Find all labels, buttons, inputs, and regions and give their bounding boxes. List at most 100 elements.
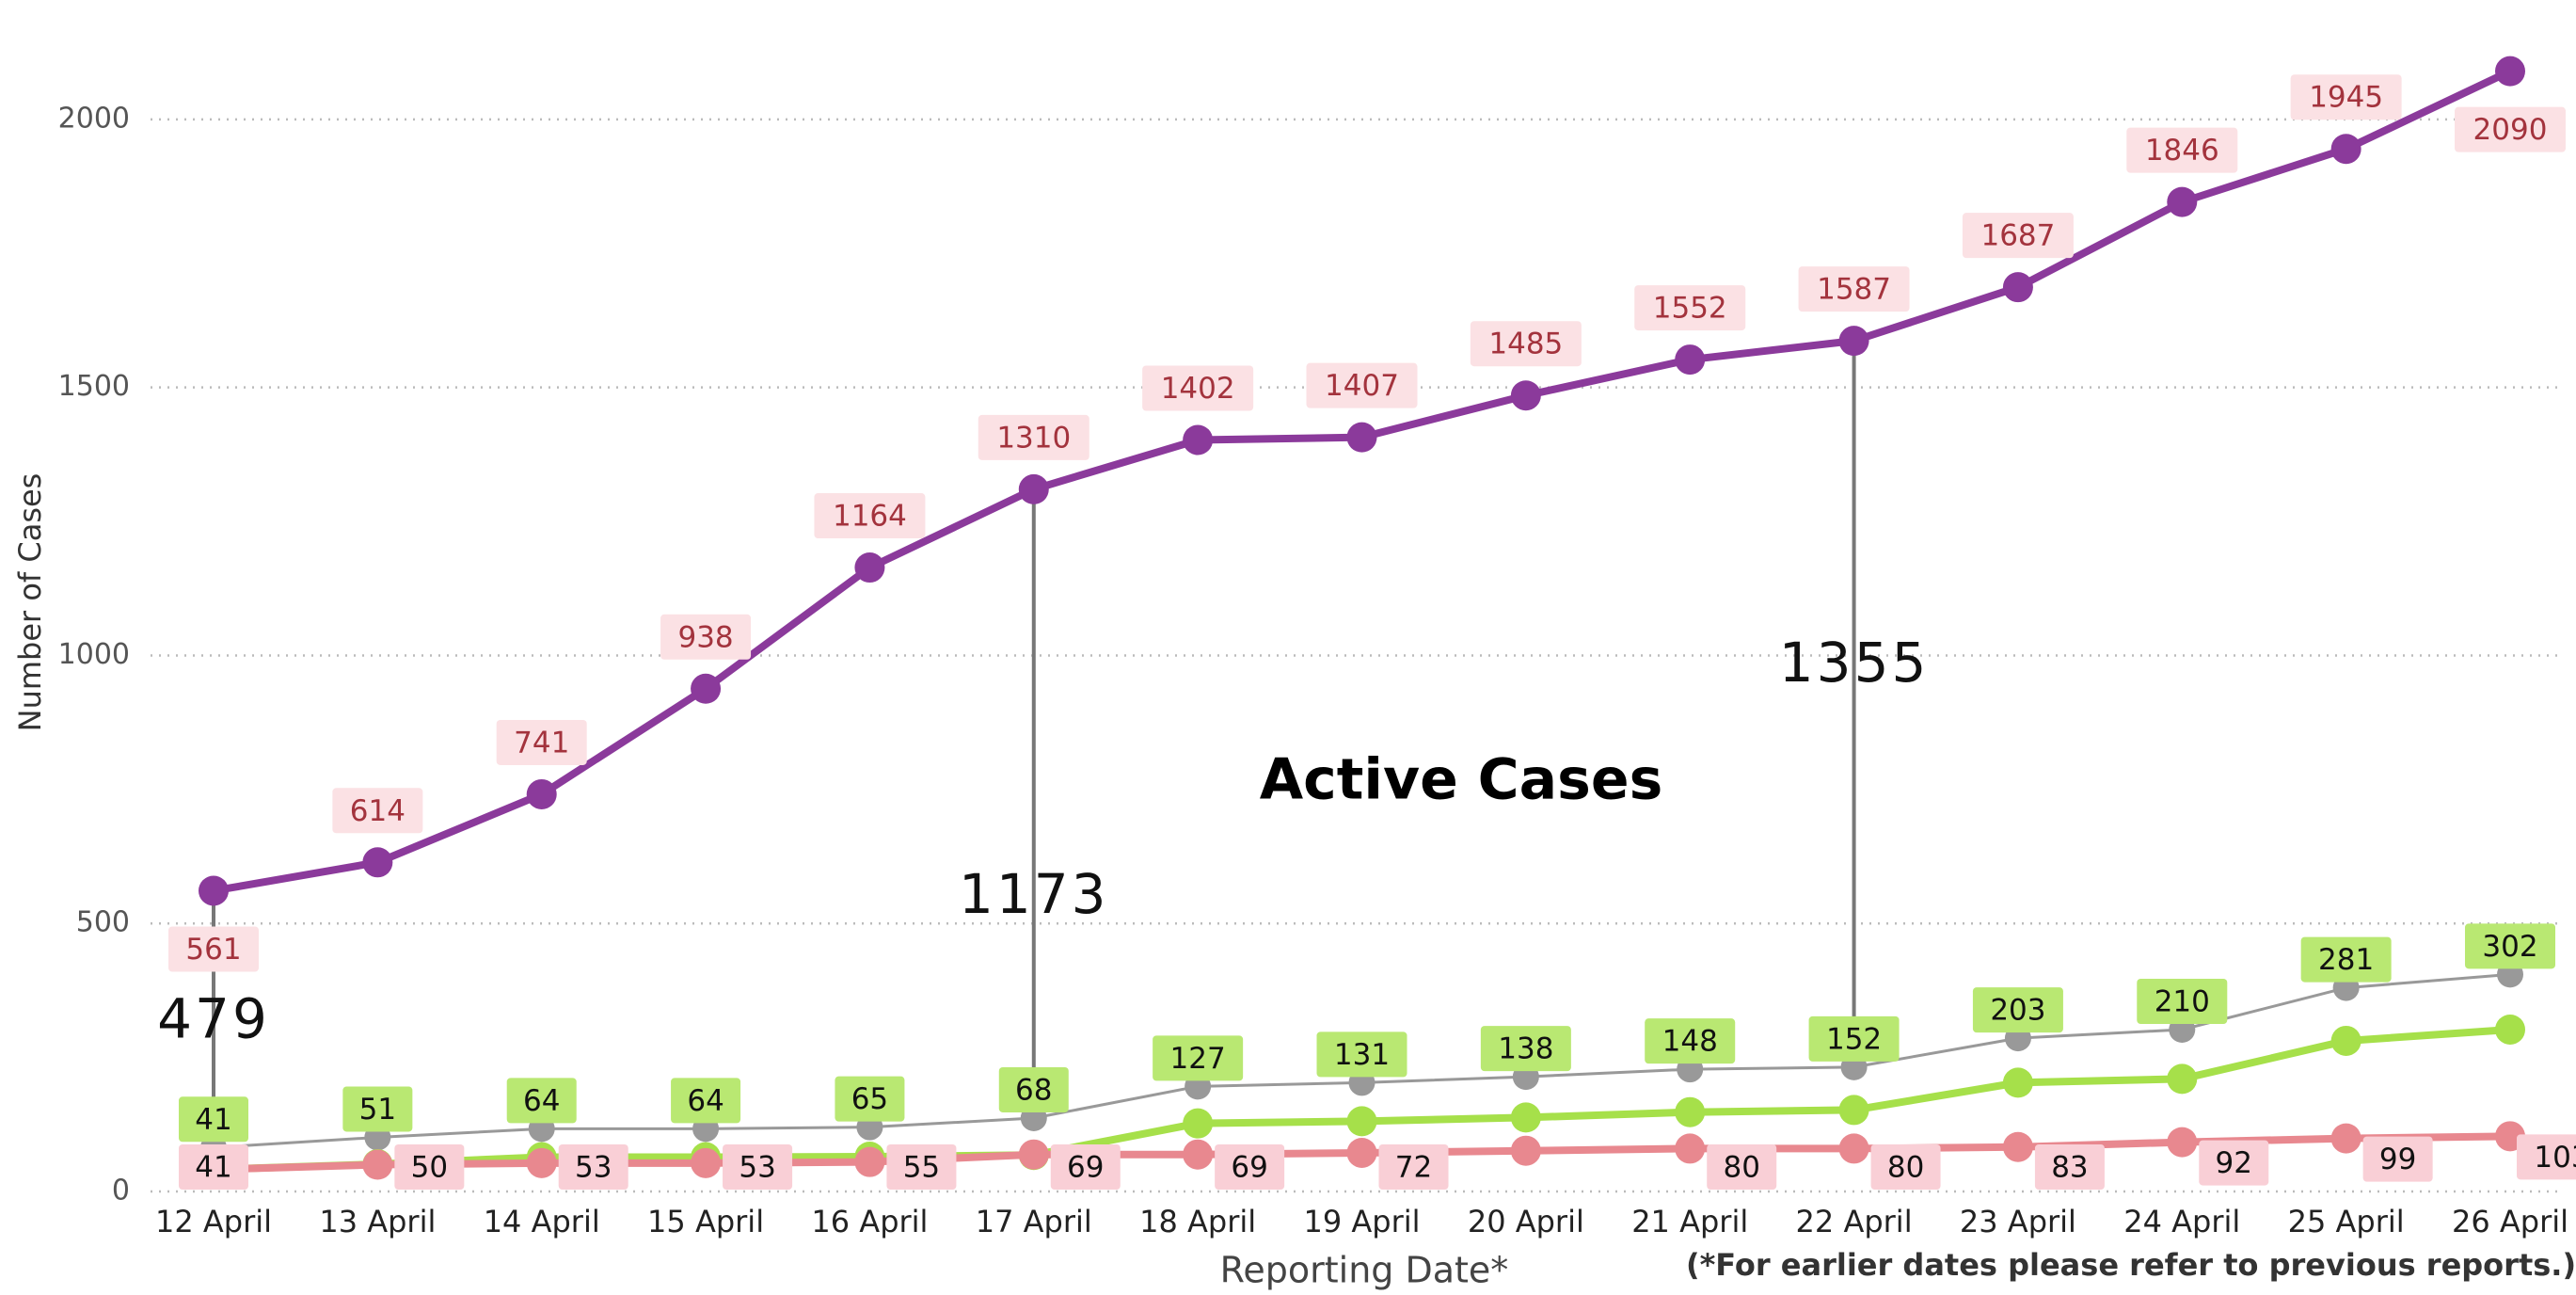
- point: [1838, 1133, 1869, 1164]
- data-label-box: [723, 1144, 793, 1190]
- data-label: 1846: [2145, 134, 2219, 168]
- point: [199, 875, 229, 906]
- x-tick-label: 13 April: [319, 1204, 436, 1239]
- data-label-box: [1480, 1026, 1571, 1072]
- y-tick-label: 500: [76, 906, 130, 939]
- x-tick-label: 26 April: [2452, 1204, 2568, 1239]
- data-label-box: [671, 1078, 741, 1124]
- data-label: 2090: [2473, 113, 2548, 147]
- point: [2330, 1025, 2361, 1056]
- data-label-box: [814, 493, 926, 539]
- data-label-box: [1798, 266, 1910, 312]
- x-tick-label: 24 April: [2123, 1204, 2240, 1239]
- data-label: 938: [677, 620, 733, 654]
- point: [1346, 422, 1377, 453]
- data-label: 152: [1826, 1022, 1882, 1056]
- point: [526, 1147, 557, 1178]
- y-tick-label: 2000: [58, 102, 130, 135]
- point: [1183, 424, 1214, 456]
- y-tick-label: 1000: [58, 638, 130, 671]
- data-label: 53: [739, 1151, 775, 1185]
- data-label-box: [1962, 213, 2074, 259]
- point: [1018, 473, 1049, 504]
- point: [1183, 1108, 1214, 1139]
- point: [1510, 1135, 1541, 1166]
- data-label-box: [2362, 1136, 2433, 1182]
- data-label: 68: [1015, 1073, 1052, 1107]
- data-label-box: [1470, 321, 1582, 367]
- data-label: 1402: [1161, 372, 1235, 406]
- data-label: 80: [1723, 1151, 1759, 1185]
- data-label-box: [660, 614, 752, 660]
- point: [2167, 186, 2198, 217]
- point: [2002, 272, 2033, 303]
- point: [1510, 1102, 1541, 1133]
- point: [1346, 1106, 1377, 1137]
- data-label: 1310: [996, 421, 1071, 455]
- y-tick-label: 0: [112, 1175, 130, 1207]
- chart-title: Active Cases: [1260, 747, 1663, 813]
- data-label-box: [2126, 127, 2238, 173]
- data-label: 203: [1990, 994, 2045, 1028]
- data-label-box: [1707, 1144, 1777, 1190]
- data-label-box: [2199, 1140, 2269, 1186]
- data-label: 51: [359, 1093, 396, 1127]
- x-tick-label: 22 April: [1796, 1204, 1913, 1239]
- point: [2330, 134, 2361, 165]
- x-axis-label: Reporting Date*: [1220, 1250, 1509, 1291]
- annotation-text: 479: [157, 987, 270, 1051]
- point: [2167, 1063, 2198, 1095]
- data-label-box: [2300, 936, 2392, 983]
- data-label-box: [886, 1144, 957, 1190]
- x-tick-label: 25 April: [2288, 1204, 2405, 1239]
- point: [854, 552, 885, 584]
- x-tick-label: 21 April: [1631, 1204, 1748, 1239]
- data-label-box: [496, 719, 587, 765]
- data-label: 1485: [1488, 328, 1563, 361]
- point: [691, 1147, 722, 1178]
- data-label: 99: [2379, 1143, 2416, 1176]
- point: [1510, 380, 1541, 411]
- data-label: 614: [350, 794, 405, 828]
- point: [2002, 1131, 2033, 1162]
- data-label-box: [168, 926, 259, 972]
- data-label: 1587: [1817, 273, 1891, 307]
- point: [1018, 1139, 1049, 1170]
- data-label: 64: [523, 1084, 560, 1118]
- x-tick-label: 20 April: [1468, 1204, 1584, 1239]
- x-tick-label: 16 April: [811, 1204, 928, 1239]
- data-label: 1407: [1325, 369, 1399, 403]
- annotation-text: 1173: [959, 862, 1109, 926]
- data-label-box: [1808, 1015, 1900, 1062]
- data-label-box: [2290, 74, 2402, 120]
- data-label-box: [179, 1096, 248, 1143]
- data-label: 64: [687, 1084, 724, 1118]
- point: [2167, 1127, 2198, 1158]
- data-label: 741: [514, 726, 569, 759]
- data-label: 55: [903, 1151, 940, 1185]
- data-label-box: [1870, 1144, 1941, 1190]
- data-label: 210: [2155, 984, 2210, 1018]
- point: [2330, 1123, 2361, 1154]
- data-label: 1552: [1653, 292, 1727, 326]
- data-label: 41: [195, 1103, 231, 1137]
- data-label: 131: [1334, 1038, 1390, 1072]
- data-label-box: [1378, 1144, 1449, 1190]
- data-label: 281: [2318, 943, 2374, 977]
- x-tick-label: 14 April: [484, 1204, 600, 1239]
- data-label: 1945: [2309, 81, 2383, 115]
- point: [1838, 326, 1869, 357]
- data-label: 148: [1662, 1025, 1718, 1059]
- data-label-box: [2455, 106, 2566, 152]
- data-label-box: [1142, 365, 1254, 411]
- data-label-box: [2517, 1134, 2576, 1180]
- x-tick-label: 15 April: [647, 1204, 764, 1239]
- y-axis-label: Number of Cases: [12, 473, 48, 732]
- data-label-box: [342, 1086, 413, 1132]
- data-label: 50: [411, 1151, 448, 1185]
- point: [1183, 1139, 1214, 1170]
- point: [1675, 1096, 1706, 1127]
- data-label: 103: [2534, 1141, 2576, 1175]
- data-label: 127: [1170, 1042, 1226, 1076]
- data-label: 83: [2051, 1151, 2088, 1185]
